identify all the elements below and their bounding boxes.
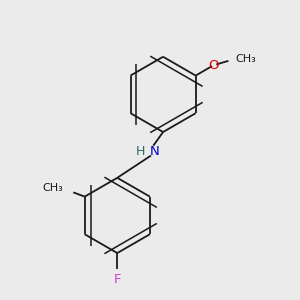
Text: O: O: [208, 58, 219, 72]
Text: CH₃: CH₃: [235, 54, 256, 64]
Text: N: N: [150, 145, 160, 158]
Text: F: F: [113, 273, 121, 286]
Text: CH₃: CH₃: [43, 183, 63, 194]
Text: H: H: [136, 145, 145, 158]
